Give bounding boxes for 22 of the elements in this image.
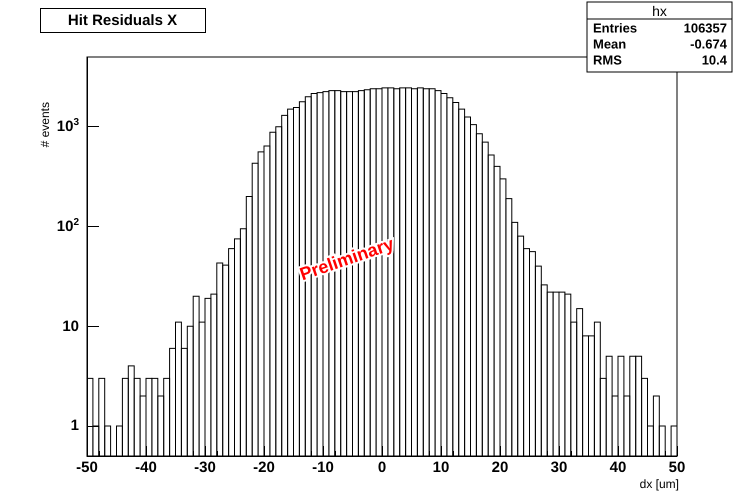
- text: RMS 10.4: [593, 52, 727, 68]
- x-tick-label: 30: [550, 459, 568, 476]
- x-axis-title: dx [um]: [640, 477, 679, 491]
- x-tick-label: -50: [76, 459, 98, 476]
- y-tick-label: 10$^{2}$: [56, 216, 79, 235]
- chart-title: Hit Residuals X: [68, 12, 178, 29]
- x-tick-label: -20: [253, 459, 275, 476]
- x-tick-label: 20: [492, 459, 508, 476]
- x-tick-label: -30: [194, 459, 216, 476]
- x-tick-label: -40: [135, 459, 157, 476]
- y-axis-title: # events: [38, 102, 52, 148]
- x-tick-label: 50: [668, 459, 686, 476]
- text: Entries 106357: [593, 20, 727, 36]
- text: Mean -0.674: [593, 36, 727, 52]
- text: hx: [652, 3, 667, 19]
- x-tick-label: 10: [432, 459, 450, 476]
- y-tick-label: 1: [70, 417, 79, 434]
- x-tick-label: -10: [312, 459, 334, 476]
- x-tick-label: 0: [378, 459, 386, 476]
- x-tick-label: 40: [610, 459, 626, 476]
- y-tick-label: 10: [62, 318, 79, 335]
- y-tick-label: 10$^{3}$: [56, 117, 79, 136]
